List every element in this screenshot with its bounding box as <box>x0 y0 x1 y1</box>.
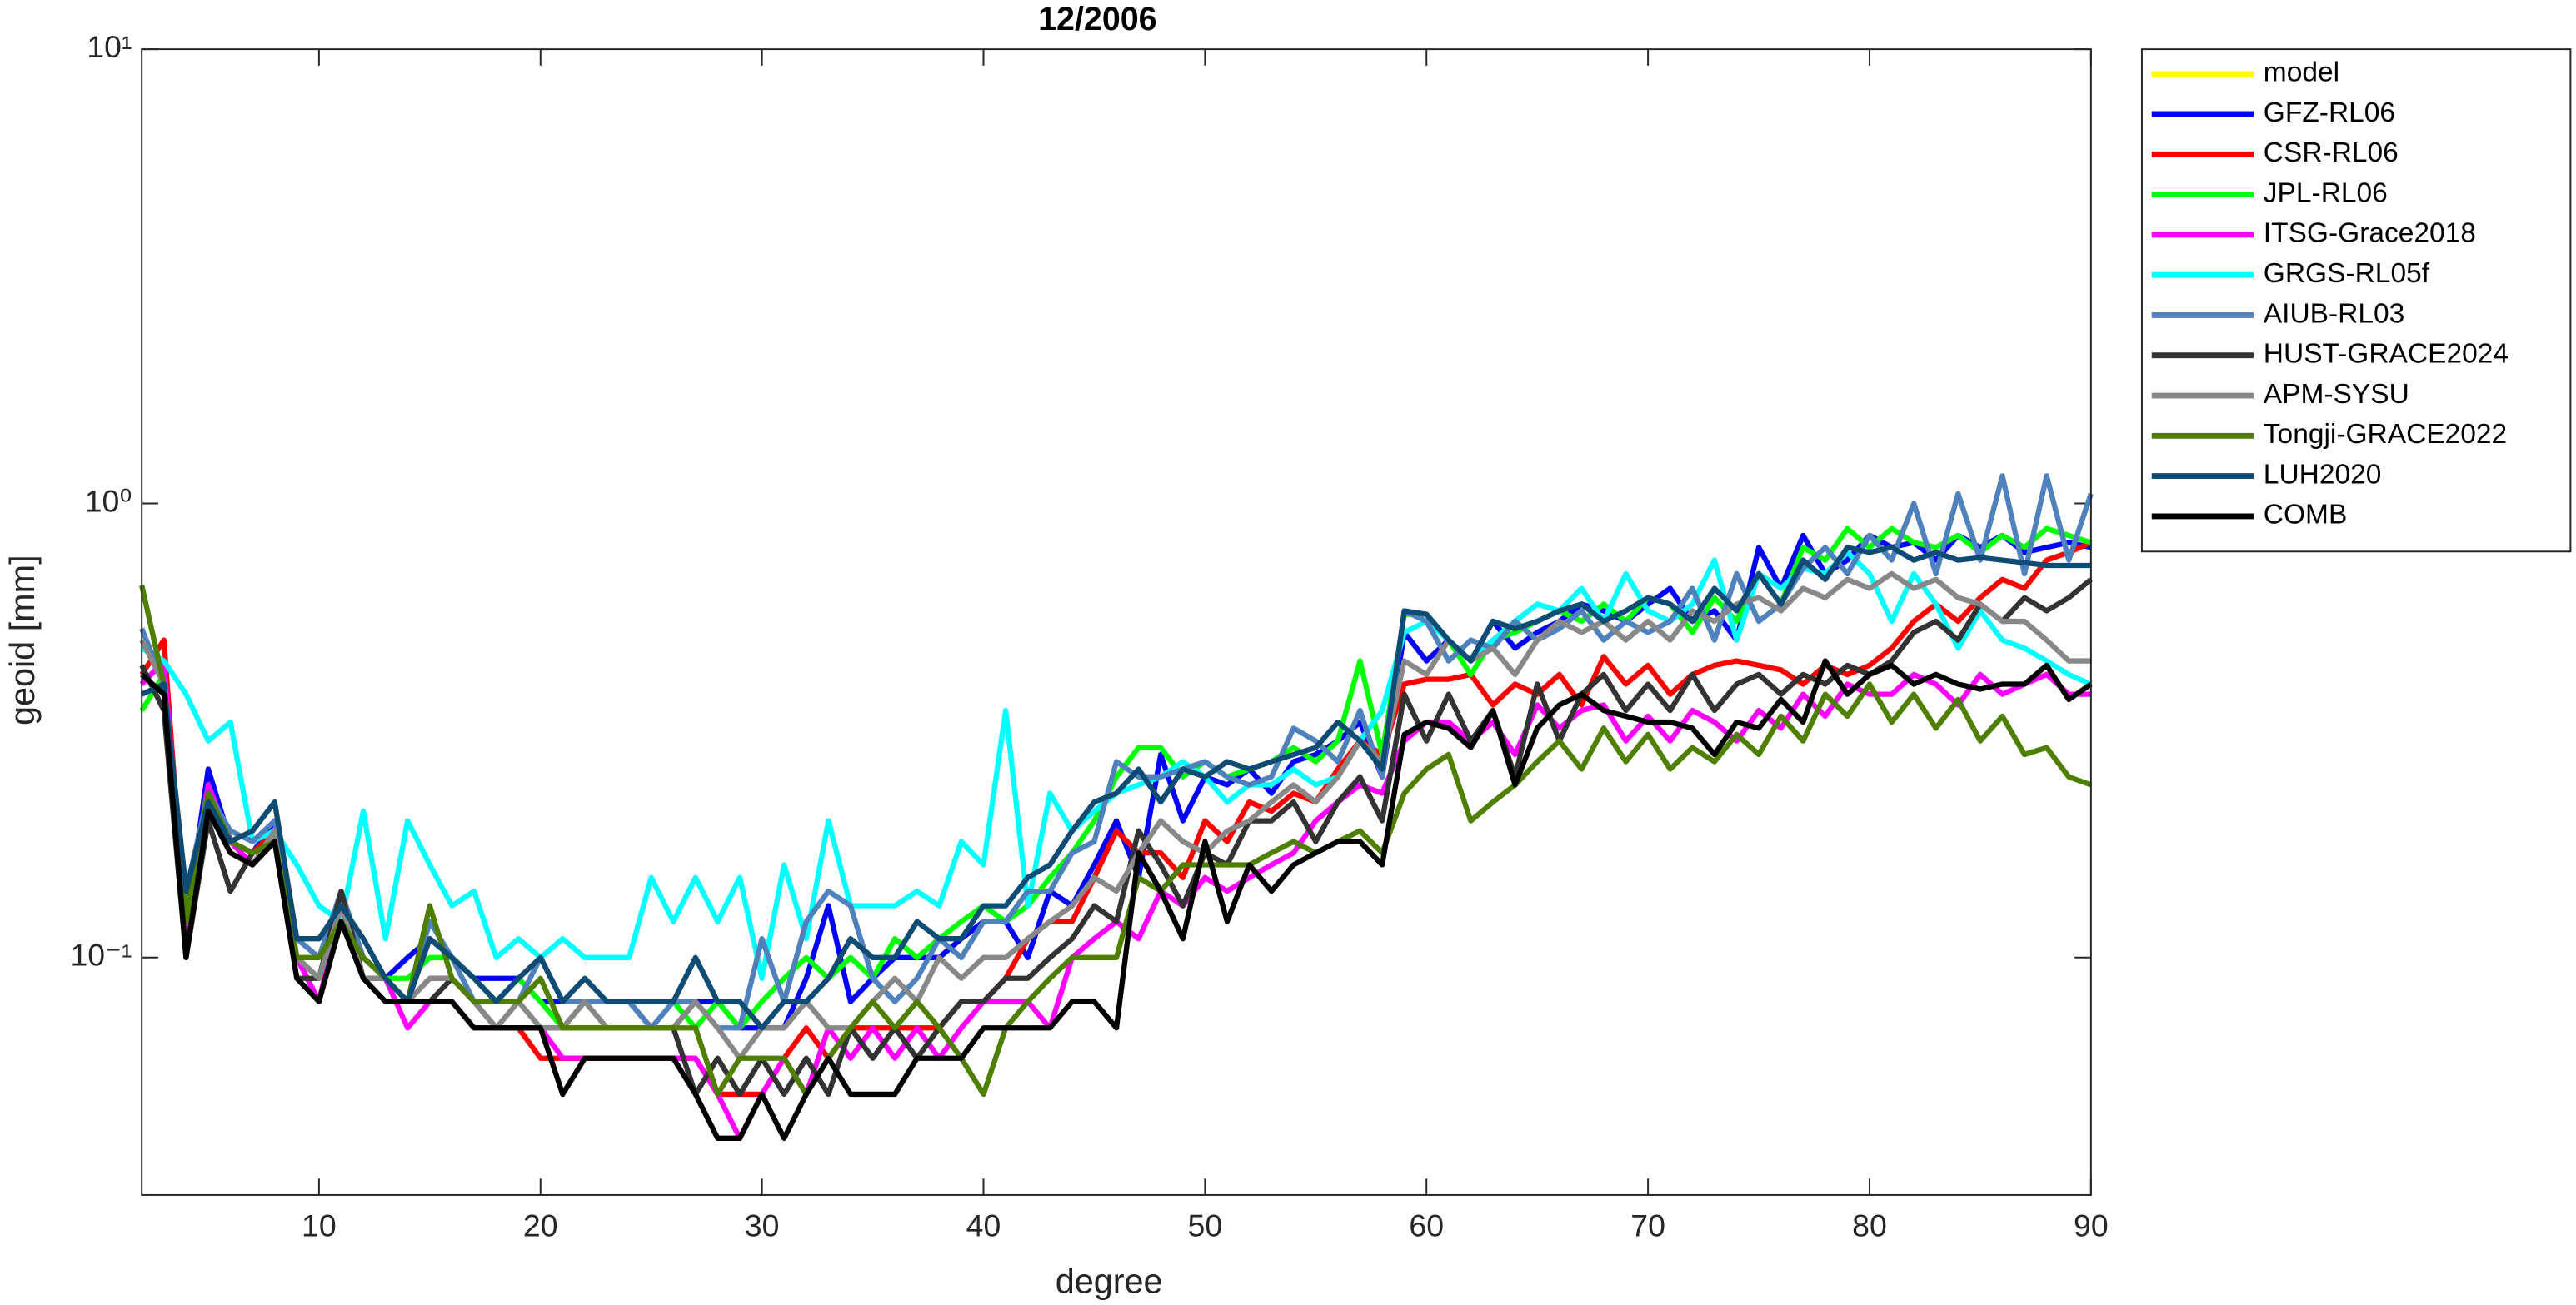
x-axis-label: degree <box>1056 1262 1163 1300</box>
legend-label: HUST-GRACE2024 <box>2264 339 2509 370</box>
x-tick-label: 40 <box>966 1208 1001 1243</box>
legend-label: Tongji-GRACE2022 <box>2264 419 2507 450</box>
legend-label: AIUB-RL03 <box>2264 298 2404 329</box>
series-line <box>140 545 2091 1031</box>
chart-title: 12/2006 <box>1038 1 1156 37</box>
series-line <box>140 658 2093 1141</box>
legend-label: CSR-RL06 <box>2264 137 2399 168</box>
legend-box <box>2140 48 2572 553</box>
legend-label: ITSG-Grace2018 <box>2264 218 2476 249</box>
y-axis-label: geoid [mm] <box>3 555 42 725</box>
x-tick-label: 90 <box>2074 1208 2109 1243</box>
legend-label: LUH2020 <box>2264 459 2382 490</box>
legend-label: GFZ-RL06 <box>2264 97 2395 128</box>
x-tick-label: 50 <box>1188 1208 1223 1243</box>
legend-label: APM-SYSU <box>2264 379 2409 410</box>
plot-frame <box>141 48 2092 1196</box>
x-tick-label: 30 <box>745 1208 780 1243</box>
series-line <box>139 585 2092 1098</box>
x-tick-label: 10 <box>302 1208 337 1243</box>
legend-label: COMB <box>2264 500 2348 530</box>
x-tick-label: 60 <box>1409 1208 1444 1243</box>
legend-label: JPL-RL06 <box>2264 177 2388 208</box>
y-tick-label: 10⁰ <box>85 483 132 518</box>
x-tick-label: 70 <box>1630 1208 1665 1243</box>
legend-label: model <box>2264 57 2339 88</box>
x-tick-label: 80 <box>1852 1208 1887 1243</box>
x-tick-label: 20 <box>523 1208 558 1243</box>
y-tick-label: 10¹ <box>87 29 132 64</box>
y-tick-label: 10⁻¹ <box>70 938 132 973</box>
legend-label: GRGS-RL05f <box>2264 258 2430 289</box>
series-line <box>139 473 2094 1031</box>
